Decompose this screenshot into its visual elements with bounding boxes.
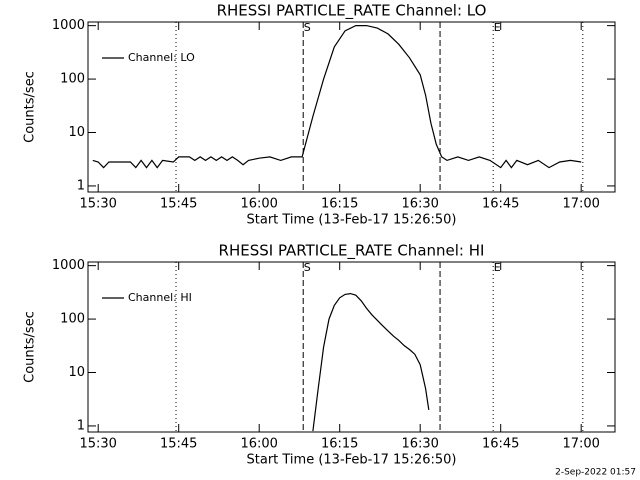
x-axis-label: Start Time (13-Feb-17 15:26:50) [247,213,457,228]
x-tick-label: 16:15 [321,437,358,452]
legend-label: Channel: HI [128,291,192,304]
data-line [92,25,582,169]
annotation: S [304,261,311,274]
y-tick-label: 1 [77,418,85,433]
x-tick-label: 16:45 [482,197,519,212]
y-axis-label: Counts/sec [23,311,38,383]
x-tick-label: 15:30 [79,437,116,452]
x-tick-label: 16:45 [482,437,519,452]
y-tick-label: 10 [68,125,85,140]
x-tick-label: 16:30 [401,437,438,452]
annotation: E [494,21,501,34]
footer: 2-Sep-2022 01:57 [555,468,636,478]
x-axis-label: Start Time (13-Feb-17 15:26:50) [247,453,457,468]
y-tick-label: 1000 [52,258,85,273]
x-tick-label: 16:15 [321,197,358,212]
plot-frame [87,261,616,433]
y-tick-label: 10 [68,365,85,380]
annotation: E [494,261,501,274]
legend-label: Channel: LO [128,51,195,64]
x-tick-label: 17:00 [562,197,599,212]
x-tick-label: 15:45 [160,197,197,212]
y-axis-label: Counts/sec [23,71,38,143]
x-tick-label: 15:45 [160,437,197,452]
x-tick-label: 16:00 [240,197,277,212]
chart-title: RHESSI PARTICLE_RATE Channel: LO [217,2,487,21]
chart-title: RHESSI PARTICLE_RATE Channel: HI [219,242,485,261]
y-tick-label: 1000 [52,18,85,33]
x-tick-label: 17:00 [562,437,599,452]
data-line [312,292,430,432]
x-tick-label: 16:30 [401,197,438,212]
y-tick-label: 100 [60,312,85,327]
y-tick-label: 100 [60,72,85,87]
y-tick-label: 1 [77,178,85,193]
annotation: S [304,21,311,34]
x-tick-label: 16:00 [240,437,277,452]
plot-frame [87,21,616,193]
x-tick-label: 15:30 [79,197,116,212]
